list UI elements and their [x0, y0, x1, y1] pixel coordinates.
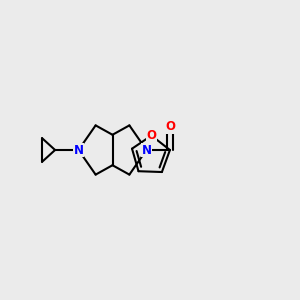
Text: N: N	[74, 143, 83, 157]
Text: O: O	[146, 129, 157, 142]
Text: O: O	[165, 120, 175, 133]
Text: N: N	[142, 143, 152, 157]
